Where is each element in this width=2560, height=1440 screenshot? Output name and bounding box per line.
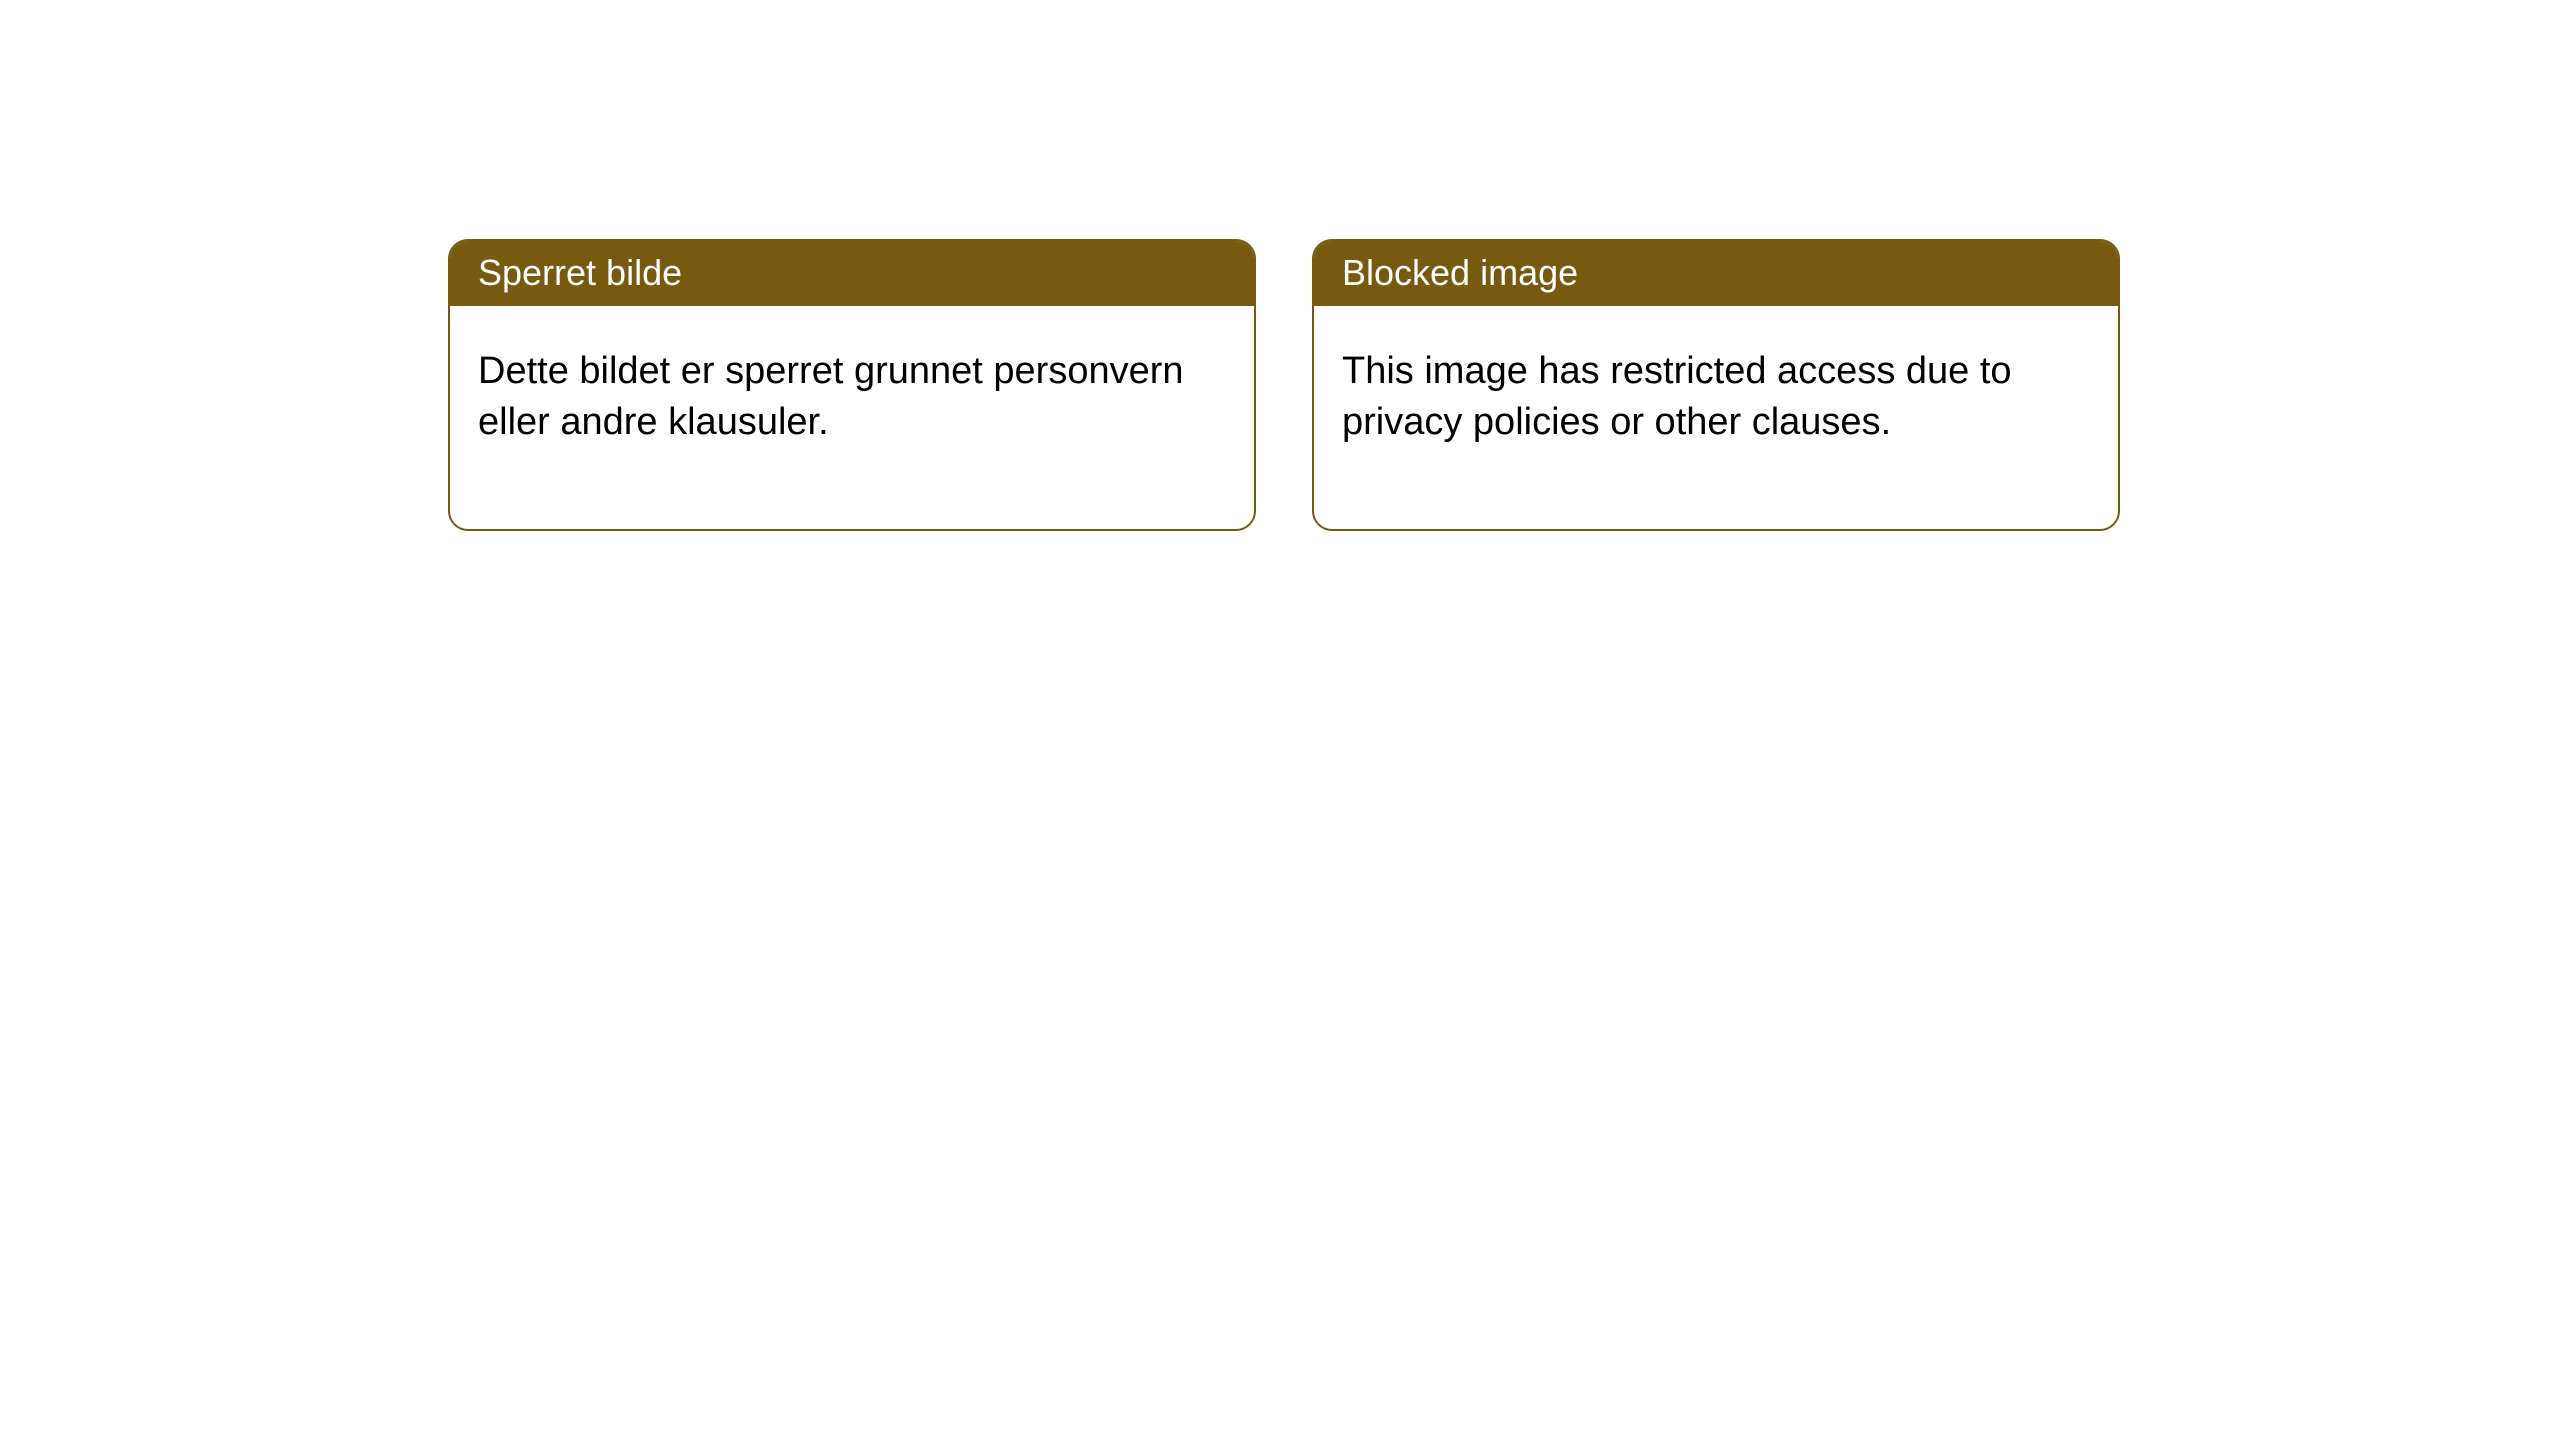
notice-title-norwegian: Sperret bilde — [450, 241, 1254, 306]
notice-body-english: This image has restricted access due to … — [1314, 306, 2118, 529]
notice-box-norwegian: Sperret bilde Dette bildet er sperret gr… — [448, 239, 1256, 531]
notice-body-norwegian: Dette bildet er sperret grunnet personve… — [450, 306, 1254, 529]
notice-title-english: Blocked image — [1314, 241, 2118, 306]
notice-box-english: Blocked image This image has restricted … — [1312, 239, 2120, 531]
notice-container: Sperret bilde Dette bildet er sperret gr… — [0, 0, 2560, 531]
